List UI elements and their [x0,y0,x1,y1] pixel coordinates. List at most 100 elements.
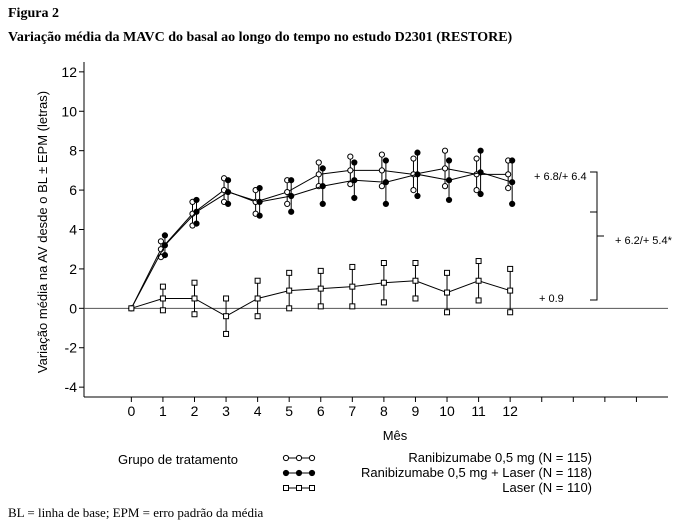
error-cap [507,309,514,316]
legend-swatch-marker [282,469,290,477]
data-point [509,179,516,186]
error-cap [159,307,166,314]
y-tick-label: -4 [65,379,78,395]
error-cap [191,311,198,318]
data-point [378,167,385,174]
error-cap [286,305,293,312]
y-axis-label: Variação média na AV desde o BL ± EPM (l… [35,91,50,373]
data-point [254,295,261,302]
data-point [382,179,389,186]
error-cap [191,279,198,286]
error-cap [445,157,453,164]
error-cap [382,200,389,207]
error-cap [319,165,326,172]
data-point [223,313,230,320]
data-point [286,287,293,294]
error-cap [475,258,482,265]
error-cap [378,183,385,190]
data-point [445,177,453,184]
data-point [284,188,291,196]
legend-swatch-marker [295,454,303,462]
error-cap [288,208,295,215]
data-point [193,208,200,215]
error-cap [351,194,358,202]
error-cap [223,330,230,337]
error-cap [473,186,480,194]
error-cap [477,147,484,154]
error-cap [254,277,261,284]
series-3 [128,258,514,337]
y-tick-label: 8 [69,143,77,159]
y-tick-label: 4 [69,222,77,238]
error-cap [254,313,261,320]
error-cap [445,196,453,204]
legend-entry: Ranibizumabe 0,5 mg (N = 115) [408,450,592,465]
data-point [444,289,451,296]
bracket-laser [590,212,598,301]
error-cap [161,252,169,259]
annotation-ranibizumab-diff: + 6.8/+ 6.4 [534,171,587,183]
legend-title: Grupo de tratamento [118,452,238,467]
bracket-ranibizumab [590,171,598,213]
error-cap [477,190,484,198]
error-cap [410,186,417,194]
error-cap [441,183,449,190]
data-point [347,167,354,174]
x-tick-label: 4 [254,403,262,419]
data-point [349,283,356,290]
x-axis-label: Mês [383,428,408,443]
data-point [507,287,514,294]
legend-swatch-marker [282,454,290,462]
legend-swatch-marker [309,485,315,491]
error-cap [507,265,514,272]
x-tick-label: 0 [127,403,135,419]
x-tick-label: 9 [412,403,420,419]
error-cap [444,269,451,276]
series-group [128,147,516,337]
error-cap [378,151,385,158]
error-cap [159,283,166,290]
legend-swatch-marker [283,485,289,491]
y-tick-label: 2 [69,261,77,277]
data-point [412,277,419,284]
error-cap [382,157,389,164]
y-ticks: -4 -2 0 2 4 6 8 10 12 [61,64,84,395]
x-tick-label: 10 [439,403,455,419]
data-point [505,171,512,178]
x-tick-label: 1 [159,403,167,419]
error-cap [410,155,417,162]
error-cap [161,232,169,239]
y-tick-label: 0 [69,300,77,316]
chart-title: Variação média da MAVC do basal ao longo… [8,30,513,45]
legend-swatch-marker [308,454,316,462]
data-point [477,169,484,176]
x-tick-label: 3 [222,403,230,419]
x-tick-label: 7 [348,403,356,419]
legend-swatch-marker [308,469,316,477]
error-cap [475,297,482,304]
footnote: BL = linha de base; EPM = erro padrão da… [8,505,264,520]
data-point [128,305,135,312]
error-cap [224,177,232,184]
x-tick-label: 12 [502,403,518,419]
x-tick-label: 11 [471,403,486,419]
error-cap [380,260,387,266]
legend-swatch-marker [295,469,303,477]
data-point [380,279,387,286]
x-tick-label: 8 [380,403,388,419]
x-tick-label: 5 [285,403,293,419]
legend-entry: Ranibizumabe 0,5 mg + Laser (N = 118) [361,465,592,480]
data-point [319,183,326,190]
error-cap [412,295,419,302]
legend-entry: Laser (N = 110) [502,480,592,495]
error-cap [412,260,419,266]
data-point [351,177,358,184]
figure-label: Figura 2 [8,6,59,21]
error-cap [380,299,387,306]
error-cap [351,159,358,166]
data-point [191,295,198,302]
error-cap [256,212,263,219]
y-tick-label: 6 [69,182,77,198]
annotation-laser-diff: + 0.9 [539,293,564,305]
